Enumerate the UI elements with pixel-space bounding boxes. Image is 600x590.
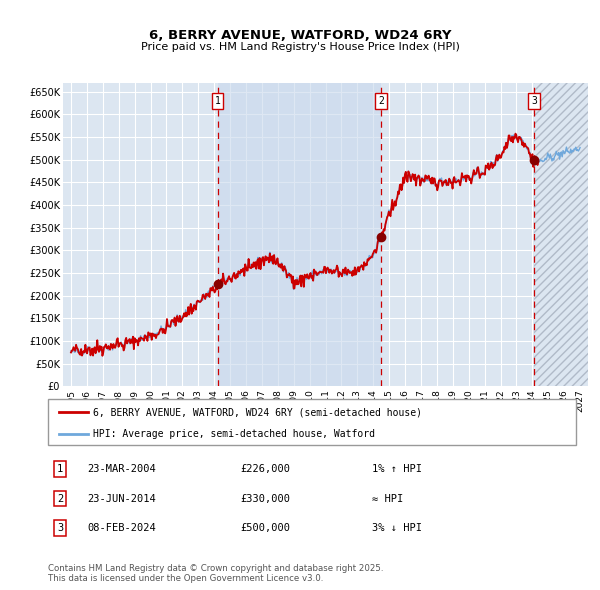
Text: 3% ↓ HPI: 3% ↓ HPI xyxy=(372,523,422,533)
Bar xyxy=(218,83,381,386)
Text: 23-MAR-2004: 23-MAR-2004 xyxy=(87,464,156,474)
Text: 1% ↑ HPI: 1% ↑ HPI xyxy=(372,464,422,474)
Text: 1: 1 xyxy=(215,96,221,106)
Text: 23-JUN-2014: 23-JUN-2014 xyxy=(87,494,156,503)
Text: 3: 3 xyxy=(57,523,63,533)
Text: 2: 2 xyxy=(378,96,384,106)
Bar xyxy=(534,83,588,386)
Text: 2: 2 xyxy=(57,494,63,503)
Text: Price paid vs. HM Land Registry's House Price Index (HPI): Price paid vs. HM Land Registry's House … xyxy=(140,42,460,52)
Text: 6, BERRY AVENUE, WATFORD, WD24 6RY: 6, BERRY AVENUE, WATFORD, WD24 6RY xyxy=(149,29,451,42)
Text: Contains HM Land Registry data © Crown copyright and database right 2025.
This d: Contains HM Land Registry data © Crown c… xyxy=(48,564,383,583)
Text: £226,000: £226,000 xyxy=(240,464,290,474)
Text: 08-FEB-2024: 08-FEB-2024 xyxy=(87,523,156,533)
Text: 3: 3 xyxy=(531,96,537,106)
Text: £330,000: £330,000 xyxy=(240,494,290,503)
Text: HPI: Average price, semi-detached house, Watford: HPI: Average price, semi-detached house,… xyxy=(93,429,375,439)
Text: £500,000: £500,000 xyxy=(240,523,290,533)
Text: 1: 1 xyxy=(57,464,63,474)
Text: ≈ HPI: ≈ HPI xyxy=(372,494,403,503)
Text: 6, BERRY AVENUE, WATFORD, WD24 6RY (semi-detached house): 6, BERRY AVENUE, WATFORD, WD24 6RY (semi… xyxy=(93,407,422,417)
